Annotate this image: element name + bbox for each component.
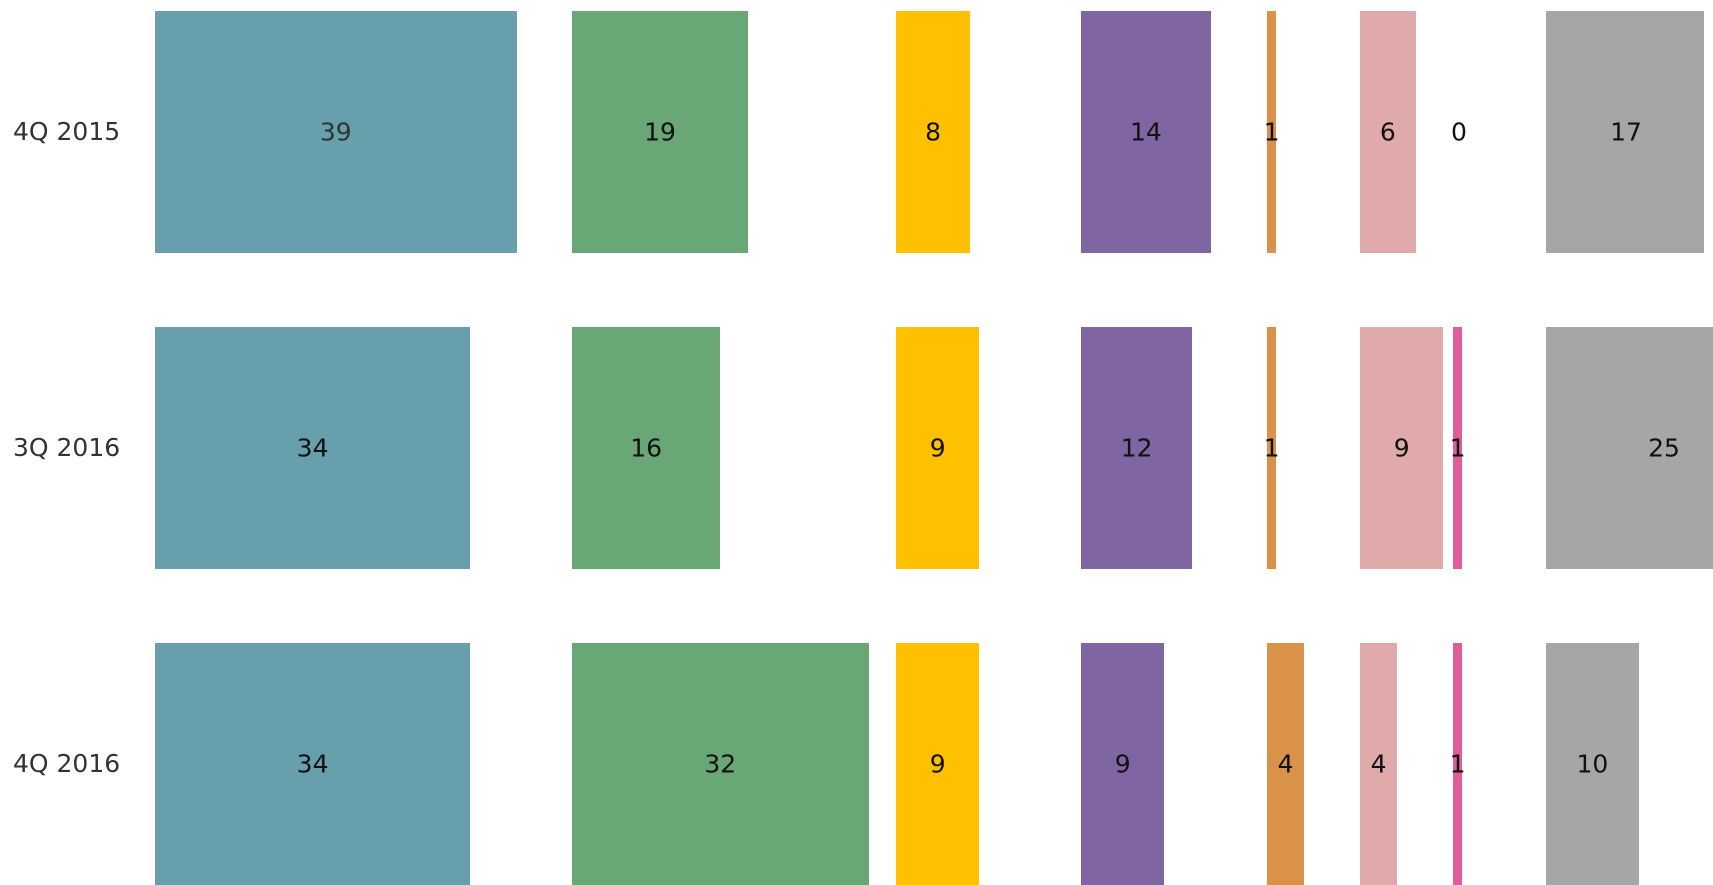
value-label: 9 (1114, 749, 1131, 779)
value-label: 9 (929, 749, 946, 779)
bar (572, 327, 721, 569)
bar (1267, 11, 1277, 253)
value-label: 34 (296, 749, 329, 779)
value-label: 4 (1370, 749, 1387, 779)
value-label: 9 (1393, 433, 1410, 463)
row-label: 4Q 2015 (13, 117, 121, 146)
bar (1360, 643, 1398, 885)
bar (572, 643, 869, 885)
bar (1546, 11, 1704, 253)
value-label: 4 (1277, 749, 1294, 779)
row-label: 4Q 2016 (13, 749, 121, 778)
row-label: 3Q 2016 (13, 433, 121, 462)
value-label: 25 (1648, 433, 1680, 463)
value-label: 1 (1449, 749, 1466, 779)
bar (155, 643, 471, 885)
value-label: 19 (644, 117, 676, 147)
bar (1081, 327, 1193, 569)
value-label: 8 (925, 117, 942, 147)
value-label: 1 (1449, 433, 1466, 463)
value-label: 1 (1263, 433, 1280, 463)
value-label: 34 (296, 433, 329, 463)
bar (1360, 11, 1416, 253)
value-label: 12 (1120, 433, 1153, 463)
bar (1453, 327, 1463, 569)
value-label: 6 (1379, 117, 1396, 147)
bar (896, 643, 980, 885)
value-label: 17 (1610, 117, 1642, 147)
bar (896, 327, 980, 569)
bar (1546, 327, 1713, 569)
bar (1267, 327, 1277, 569)
value-label: 32 (704, 749, 737, 779)
value-label: 9 (929, 433, 946, 463)
value-label: 16 (630, 433, 663, 463)
bar (155, 327, 471, 569)
bar (155, 11, 517, 253)
bar (1360, 327, 1444, 569)
bar (572, 11, 749, 253)
bar (1453, 643, 1463, 885)
value-label: 1 (1263, 117, 1280, 147)
value-label: 39 (319, 117, 352, 147)
value-label: 0 (1451, 117, 1467, 147)
bar (896, 11, 971, 253)
bar (1267, 643, 1305, 885)
bar (1546, 643, 1639, 885)
bar (1081, 643, 1165, 885)
value-label: 14 (1129, 117, 1162, 147)
bar (1081, 11, 1211, 253)
value-label: 10 (1576, 749, 1609, 779)
